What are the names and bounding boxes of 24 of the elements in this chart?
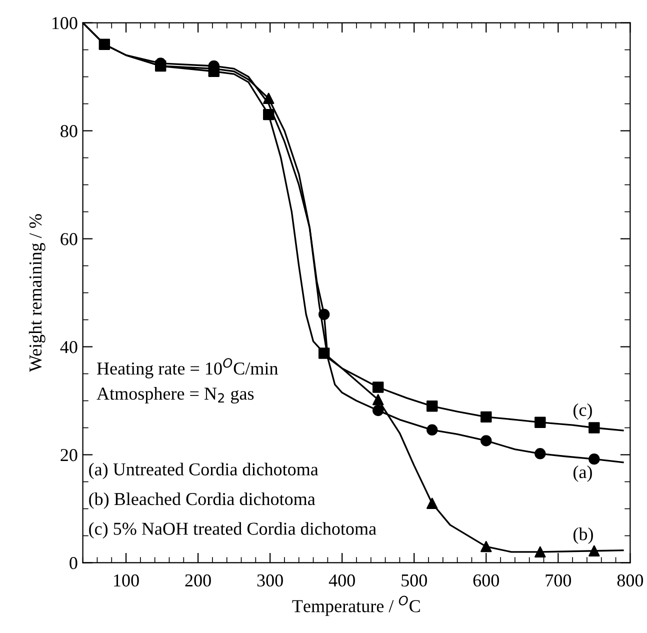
annotation: Heating rate = 10$^{O}$C/min [97, 358, 278, 378]
annotation: (c) 5% NaOH treated Cordia dichotoma [89, 522, 376, 539]
annotation: Atmosphere = N$_{2}$ gas [96, 387, 254, 404]
annotation: (b) Bleached Cordia dichotoma [89, 492, 316, 509]
x-tick-label: 400 [328, 574, 355, 587]
x-tick-label: 500 [402, 574, 427, 587]
y-tick-label: 100 [52, 17, 78, 30]
y-tick-label: 60 [60, 233, 78, 246]
annotation: (a) Untreated Cordia dichotoma [89, 462, 318, 480]
x-tick-label: 700 [546, 574, 572, 587]
y-axis-title: Weight remaining / % [28, 214, 46, 372]
annotation: (c) [574, 403, 592, 420]
x-tick-label: 100 [114, 574, 139, 587]
x-tick-label: 600 [473, 574, 499, 587]
x-axis-title: Temperature / $^{O}$C [292, 596, 420, 616]
x-tick-label: 300 [257, 574, 283, 587]
x-tick-label: 800 [617, 574, 644, 587]
y-tick-label: 40 [60, 341, 78, 354]
y-tick-label: 0 [70, 556, 78, 570]
annotation: (a) [574, 465, 592, 482]
annotation: (b) [574, 528, 593, 544]
y-tick-label: 80 [60, 125, 78, 138]
x-tick-label: 200 [185, 574, 211, 587]
y-tick-label: 20 [60, 449, 78, 462]
